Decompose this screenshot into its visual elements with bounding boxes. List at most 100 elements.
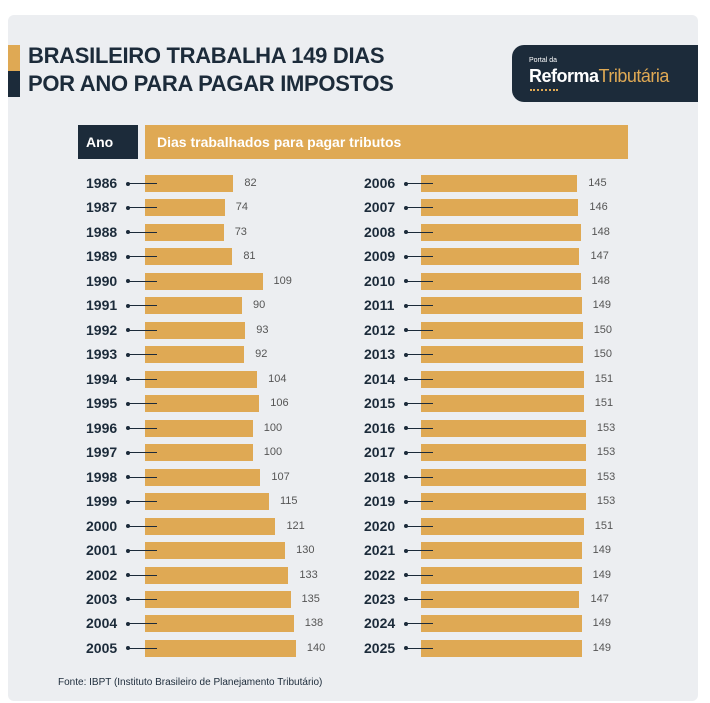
value-label: 150	[593, 348, 613, 361]
logo-bold: Reforma	[529, 66, 599, 86]
bar-row: 2024 149	[0, 615, 710, 633]
bar	[145, 590, 291, 608]
bar-row: 2004 138	[0, 615, 710, 633]
value-label: 135	[301, 592, 320, 605]
year-label: 2025	[364, 639, 396, 656]
year-label: 2005	[86, 639, 118, 656]
value-label: 153	[596, 446, 616, 459]
bar-row: 2002 133	[0, 566, 710, 584]
bar-row: 1994 104	[0, 370, 710, 388]
connector-dot	[126, 377, 130, 382]
bar-row: 1999 115	[0, 493, 710, 511]
connector-line	[128, 378, 157, 380]
bar	[145, 223, 224, 241]
year-label: 2003	[86, 590, 118, 607]
value-label: 149	[592, 544, 611, 557]
connector-line	[406, 280, 433, 282]
connector-dot	[404, 621, 408, 626]
year-label: 1988	[86, 223, 118, 240]
connector-line	[128, 403, 157, 405]
bar	[421, 199, 579, 217]
bar	[421, 419, 586, 437]
connector-dot	[126, 205, 130, 210]
connector-line	[406, 378, 433, 380]
connector-dot	[126, 352, 130, 357]
connector-dot	[404, 401, 408, 406]
connector-line	[406, 574, 433, 576]
connector-line	[128, 207, 157, 209]
connector-line	[406, 427, 433, 429]
value-label: 121	[286, 519, 305, 532]
connector-dot	[126, 426, 130, 431]
value-label: 153	[596, 421, 616, 434]
value-label: 151	[594, 519, 614, 532]
connector-dot	[404, 254, 408, 259]
bar	[145, 175, 234, 192]
connector-line	[128, 623, 157, 625]
bar-row: 2012 150	[0, 321, 710, 339]
connector-dot	[126, 303, 130, 308]
bar-row: 2023 147	[0, 590, 710, 608]
value-label: 149	[592, 568, 611, 581]
year-label: 1993	[86, 346, 118, 363]
bar	[145, 615, 294, 633]
year-label: 2000	[86, 517, 118, 534]
year-label: 2022	[364, 566, 396, 583]
connector-dot	[126, 499, 130, 504]
connector-dot	[404, 548, 408, 553]
connector-dot	[404, 573, 408, 578]
year-label: 1986	[86, 175, 118, 191]
connector-line	[128, 525, 157, 527]
logo-small-text: Portal da	[529, 57, 558, 64]
connector-line	[406, 598, 433, 600]
connector-dot	[404, 230, 408, 235]
bar-row: 1990 109	[0, 272, 710, 290]
bar	[421, 590, 580, 608]
year-label: 2001	[86, 542, 118, 559]
year-label: 2007	[364, 199, 396, 216]
connector-line	[128, 427, 157, 429]
value-label: 153	[596, 495, 616, 508]
connector-dot	[404, 352, 408, 357]
connector-line	[406, 623, 433, 625]
value-label: 149	[592, 641, 611, 654]
connector-line	[128, 574, 157, 576]
year-label: 1998	[86, 468, 118, 485]
bar	[421, 639, 582, 657]
year-label: 2021	[364, 542, 396, 559]
bar	[145, 517, 276, 535]
bar	[421, 517, 584, 535]
bar-row: 2003 135	[0, 590, 710, 608]
logo-main-text: ReformaTributária	[529, 66, 669, 87]
bar-row: 2000 121	[0, 517, 710, 535]
value-label: 151	[594, 372, 614, 385]
value-label: 148	[591, 274, 610, 287]
bar	[145, 297, 243, 315]
connector-dot	[404, 205, 408, 210]
logo-light: Tributária	[598, 66, 670, 86]
bar	[421, 615, 582, 633]
connector-line	[406, 329, 433, 331]
year-label: 2015	[364, 395, 396, 412]
bar	[421, 444, 586, 462]
value-label: 146	[589, 201, 608, 214]
bar-row: 2025 149	[0, 639, 710, 657]
year-label: 1992	[86, 321, 118, 338]
connector-dot	[404, 524, 408, 529]
bar	[421, 297, 582, 315]
bar	[145, 493, 269, 511]
connector-dot	[404, 181, 408, 186]
connector-dot	[404, 303, 408, 308]
bar	[421, 370, 584, 388]
connector-line	[128, 305, 157, 307]
portal-logo: Portal da ReformaTributária	[512, 45, 698, 102]
bar-row: 2008 148	[0, 223, 710, 241]
year-label: 2008	[364, 223, 396, 240]
value-label: 100	[263, 446, 283, 459]
connector-dot	[404, 499, 408, 504]
bar	[421, 223, 581, 241]
bar-row: 2019 153	[0, 493, 710, 511]
bar	[421, 248, 580, 266]
value-label: 92	[255, 348, 268, 361]
connector-line	[128, 183, 157, 184]
